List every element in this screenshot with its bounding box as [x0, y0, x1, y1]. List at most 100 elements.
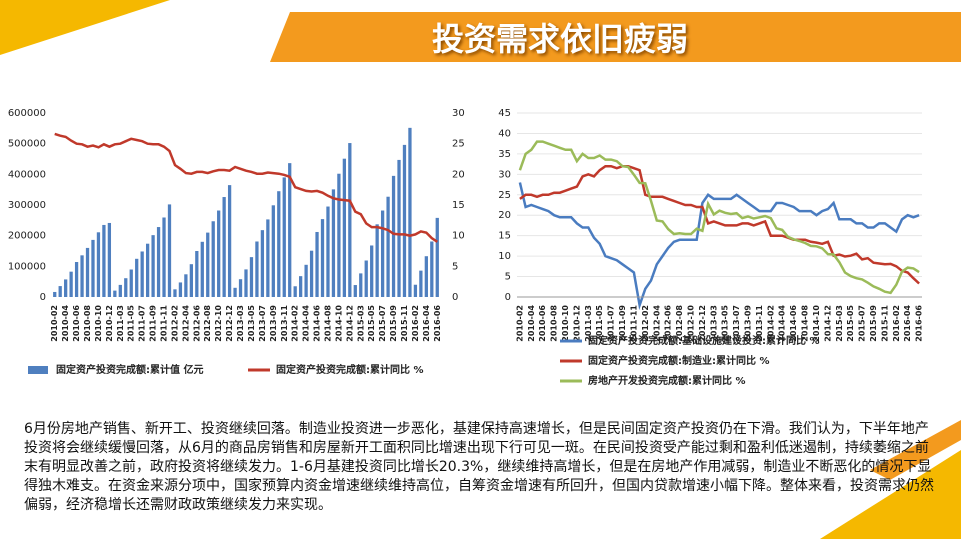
x-tick-label: 2012-06: [664, 305, 673, 342]
x-tick-label: 2011-09: [618, 305, 627, 342]
bar: [397, 159, 401, 297]
bar: [348, 143, 352, 297]
legend-label: 房地产开发投资完成额:累计同比 %: [588, 374, 746, 387]
bar: [91, 239, 95, 297]
x-tick-label: 2014-02: [766, 305, 775, 342]
x-tick-label: 2014-06: [313, 305, 322, 342]
x-tick-label: 2010-10: [94, 305, 103, 342]
x-tick-label: 2014-06: [789, 305, 798, 342]
bar: [135, 258, 139, 297]
x-tick-label: 2013-09: [269, 305, 278, 342]
legend-label: 固定资产投资完成额:累计值 亿元: [56, 363, 203, 376]
x-tick-label: 2015-05: [846, 305, 855, 342]
y2-tick-label: 25: [452, 139, 465, 150]
x-tick-label: 2012-02: [170, 305, 179, 342]
bar: [299, 276, 303, 297]
y-tick-label: 600000: [8, 108, 46, 119]
x-tick-label: 2010-08: [83, 305, 92, 342]
x-tick-label: 2012-10: [686, 305, 695, 342]
x-tick-label: 2014-02: [291, 305, 300, 342]
x-tick-label: 2016-04: [422, 305, 431, 342]
bar: [69, 271, 73, 297]
bar: [53, 291, 57, 297]
bar: [217, 210, 221, 297]
bar: [211, 221, 215, 297]
x-tick-label: 2015-11: [400, 305, 409, 342]
bar: [80, 255, 84, 297]
x-tick-label: 2010-02: [50, 305, 59, 342]
x-tick-label: 2013-07: [258, 305, 267, 342]
bar: [260, 230, 265, 297]
bar: [435, 217, 439, 297]
x-tick-label: 2013-09: [744, 305, 753, 342]
y-tick-label: 300000: [8, 200, 46, 211]
y-tick-label: 40: [498, 128, 511, 139]
bar: [271, 205, 275, 297]
series-line: [519, 164, 920, 285]
bar: [337, 173, 341, 297]
bar: [402, 144, 407, 297]
y-tick-label: 45: [498, 108, 511, 119]
x-tick-label: 2010-02: [515, 305, 524, 342]
bar: [151, 235, 155, 297]
x-tick-label: 2013-03: [236, 305, 245, 342]
bar: [64, 279, 68, 297]
y-tick-label: 10: [498, 251, 511, 262]
bar: [326, 206, 330, 297]
bar: [282, 177, 286, 297]
x-tick-label: 2010-12: [572, 305, 581, 342]
x-tick-label: 2013-11: [755, 305, 764, 342]
x-tick-label: 2014-12: [823, 305, 832, 342]
x-tick-label: 2010-04: [61, 305, 70, 342]
y-tick-label: 15: [498, 231, 511, 242]
legend-label: 固定资产投资完成额:累计同比 %: [276, 363, 424, 376]
bar: [156, 227, 161, 297]
corner-deco: [820, 450, 961, 539]
bar: [129, 269, 133, 297]
x-tick-label: 2014-08: [801, 305, 810, 342]
x-tick-label: 2012-08: [675, 305, 684, 342]
bar: [342, 158, 347, 297]
x-tick-label: 2013-11: [280, 305, 289, 342]
x-tick-label: 2014-12: [345, 305, 354, 342]
x-tick-label: 2015-09: [389, 305, 398, 342]
bar: [184, 274, 188, 297]
y-tick-label: 0: [40, 292, 46, 303]
bar: [419, 270, 423, 297]
x-tick-label: 2011-03: [584, 305, 593, 342]
bar: [370, 245, 374, 297]
x-tick-label: 2015-09: [869, 305, 878, 342]
bar: [309, 250, 314, 297]
x-tick-label: 2011-07: [607, 305, 616, 342]
bar: [277, 191, 281, 297]
x-tick-label: 2012-10: [214, 305, 223, 342]
x-tick-label: 2010-06: [538, 305, 547, 342]
series-line: [518, 140, 920, 295]
bar: [113, 290, 117, 297]
bar: [375, 224, 379, 297]
x-tick-label: 2014-08: [323, 305, 332, 342]
y-tick-label: 35: [498, 149, 511, 160]
bar: [85, 247, 90, 297]
x-tick-label: 2011-03: [116, 305, 125, 342]
y-tick-label: 400000: [8, 169, 46, 180]
x-tick-label: 2011-05: [127, 305, 136, 342]
x-tick-label: 2011-09: [149, 305, 158, 342]
bar: [107, 222, 112, 297]
x-tick-label: 2015-05: [367, 305, 376, 342]
bar: [380, 210, 385, 297]
x-tick-label: 2012-04: [652, 305, 661, 342]
bar: [233, 287, 237, 297]
x-tick-label: 2012-12: [698, 305, 707, 342]
x-tick-label: 2014-10: [812, 305, 821, 342]
bar: [391, 175, 396, 297]
y-tick-label: 0: [505, 292, 511, 303]
legend-label: 固定资产投资完成额:制造业:累计同比 %: [588, 354, 770, 367]
x-tick-label: 2010-06: [72, 305, 81, 342]
corner-deco: [0, 0, 170, 55]
x-tick-label: 2013-07: [732, 305, 741, 342]
bar: [353, 285, 357, 297]
x-tick-label: 2014-10: [334, 305, 343, 342]
x-tick-label: 2012-08: [203, 305, 212, 342]
y-tick-label: 200000: [8, 231, 46, 242]
